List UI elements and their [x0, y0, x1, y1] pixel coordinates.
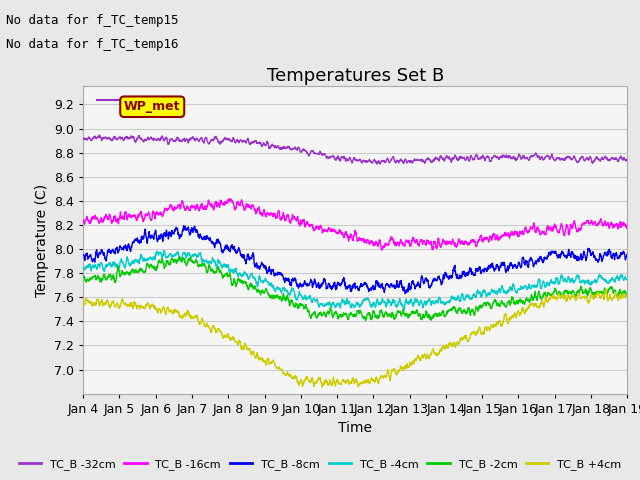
- Text: No data for f_TC_temp15: No data for f_TC_temp15: [6, 14, 179, 27]
- Title: Temperatures Set B: Temperatures Set B: [267, 67, 444, 85]
- Y-axis label: Temperature (C): Temperature (C): [35, 183, 49, 297]
- Legend: TC_B -32cm, TC_B -16cm, TC_B -8cm, TC_B -4cm, TC_B -2cm, TC_B +4cm: TC_B -32cm, TC_B -16cm, TC_B -8cm, TC_B …: [14, 455, 626, 474]
- X-axis label: Time: Time: [338, 421, 372, 435]
- Text: No data for f_TC_temp16: No data for f_TC_temp16: [6, 38, 179, 51]
- Text: WP_met: WP_met: [124, 100, 180, 113]
